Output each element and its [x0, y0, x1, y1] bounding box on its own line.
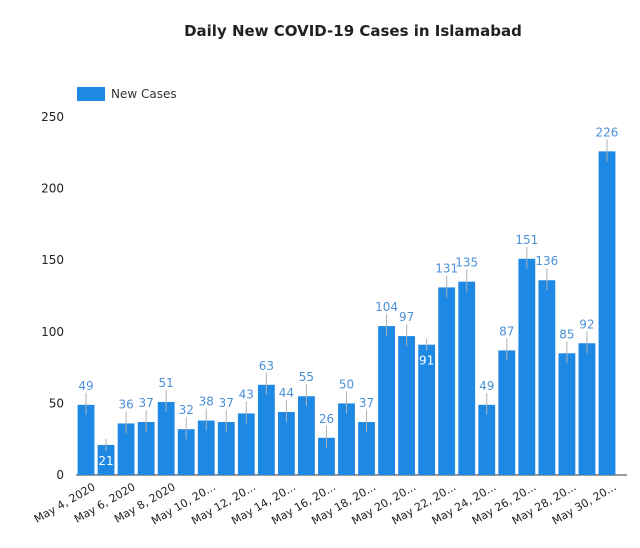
data-label: 26 — [319, 412, 334, 426]
data-label: 38 — [199, 395, 214, 409]
bar — [338, 403, 355, 475]
data-label: 91 — [419, 354, 434, 368]
bar — [77, 404, 95, 475]
data-label: 92 — [579, 317, 594, 331]
data-label: 37 — [219, 396, 234, 410]
data-label: 151 — [515, 233, 538, 247]
bar — [177, 429, 195, 475]
data-label: 135 — [455, 256, 478, 270]
data-label: 104 — [375, 300, 398, 314]
bar — [498, 350, 516, 475]
data-label: 21 — [98, 454, 113, 468]
data-label: 131 — [435, 261, 458, 275]
data-label: 32 — [179, 403, 194, 417]
data-label: 226 — [596, 125, 619, 139]
data-label: 36 — [118, 397, 133, 411]
bar — [97, 444, 115, 475]
data-label: 51 — [159, 376, 174, 390]
bar — [257, 384, 275, 475]
chart-title: Daily New COVID-19 Cases in Islamabad — [184, 22, 522, 40]
bar — [398, 336, 416, 475]
bar — [418, 344, 436, 475]
bar — [578, 343, 596, 475]
y-tick-label: 200 — [41, 182, 64, 196]
bar — [598, 151, 616, 475]
legend-label: New Cases — [111, 87, 177, 101]
data-label: 136 — [535, 254, 558, 268]
data-label: 49 — [78, 379, 93, 393]
data-label: 85 — [559, 327, 574, 341]
data-label: 49 — [479, 379, 494, 393]
data-label: 44 — [279, 386, 294, 400]
bar — [438, 287, 456, 475]
bar — [538, 280, 556, 475]
data-label: 87 — [499, 324, 514, 338]
bar — [478, 404, 496, 475]
legend[interactable]: New Cases — [77, 86, 177, 102]
y-tick-label: 250 — [41, 110, 64, 124]
data-label: 37 — [359, 396, 374, 410]
y-tick-label: 100 — [41, 325, 64, 339]
bar — [277, 411, 295, 475]
bar — [197, 420, 215, 475]
data-label: 43 — [239, 387, 254, 401]
bar — [318, 437, 335, 475]
bar — [558, 353, 576, 475]
bar — [117, 423, 135, 475]
bar — [237, 413, 255, 475]
bar — [217, 422, 235, 475]
y-tick-label: 150 — [41, 253, 64, 267]
y-tick-label: 0 — [56, 468, 64, 482]
data-label: 63 — [259, 359, 274, 373]
legend-swatch — [77, 87, 105, 101]
data-label: 97 — [399, 310, 414, 324]
y-tick-label: 50 — [49, 396, 64, 410]
data-label: 37 — [138, 396, 153, 410]
bar — [358, 422, 375, 475]
bar — [137, 422, 155, 475]
data-label: 55 — [299, 370, 314, 384]
bar — [518, 258, 536, 475]
bar — [157, 401, 175, 475]
bar — [298, 396, 315, 475]
bar — [458, 281, 476, 475]
bar — [378, 326, 395, 475]
data-label: 50 — [339, 377, 354, 391]
